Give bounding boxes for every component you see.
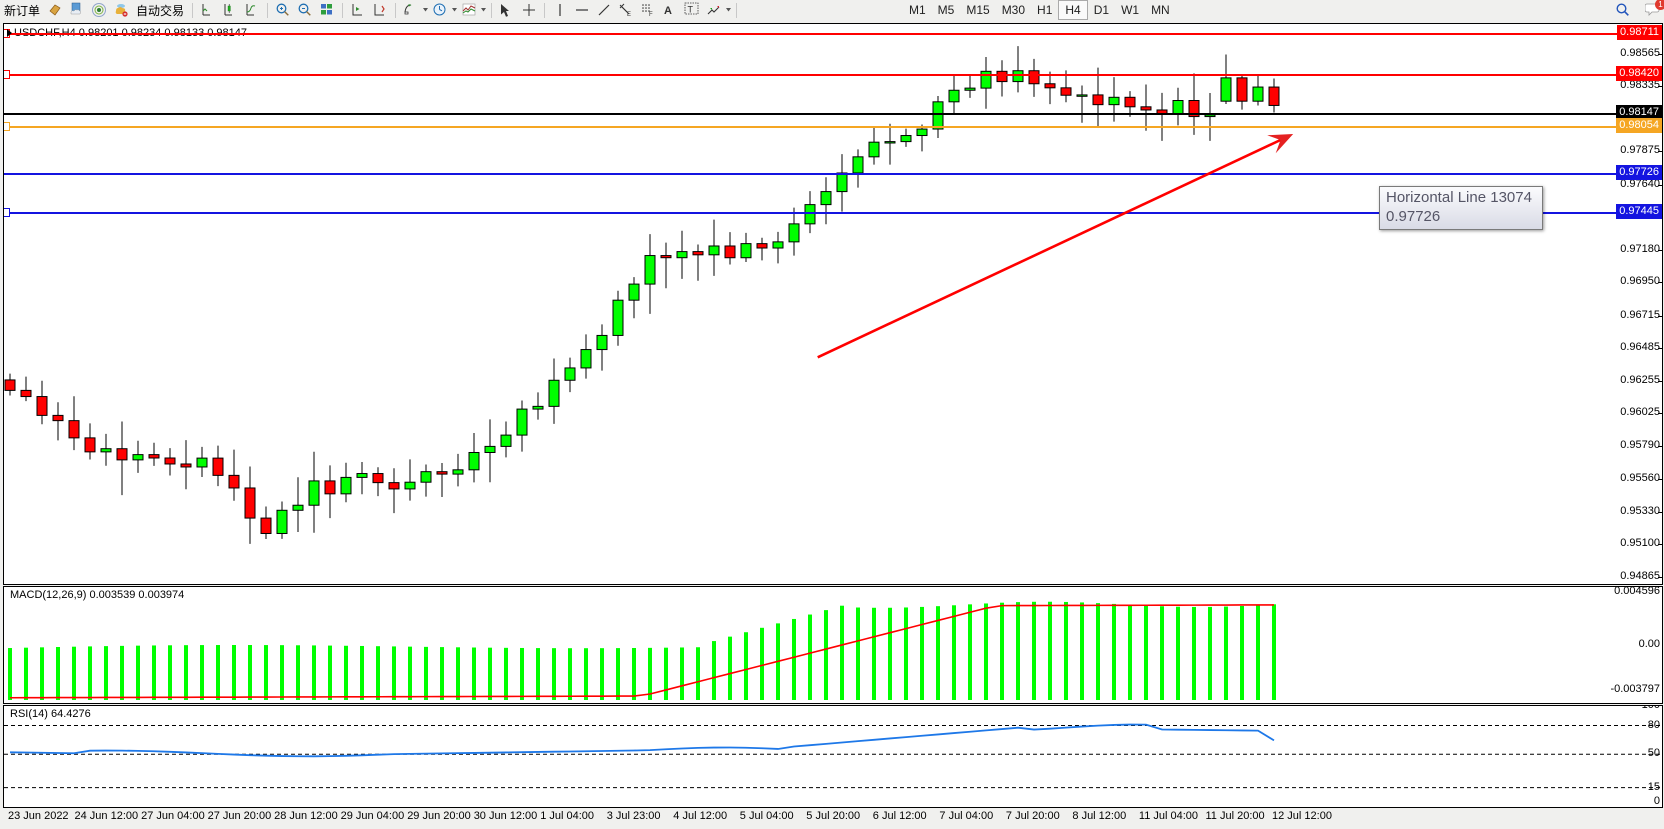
svg-text:F: F bbox=[649, 12, 653, 18]
svg-text:E: E bbox=[627, 12, 631, 18]
svg-text:A: A bbox=[664, 5, 672, 17]
svg-text:T: T bbox=[688, 5, 694, 15]
